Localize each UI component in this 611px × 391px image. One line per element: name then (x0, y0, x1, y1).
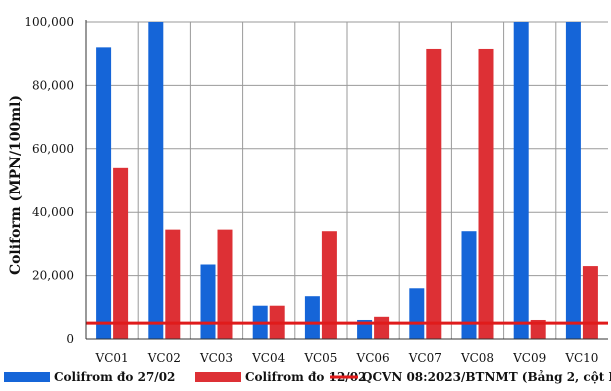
x-tick-label: VC08 (460, 351, 494, 365)
axes (85, 20, 608, 340)
legend-swatch (195, 372, 241, 382)
bar-series-2 (321, 231, 337, 339)
legend-label: Colifrom đo 27/02 (54, 370, 175, 384)
x-tick-label: VC07 (408, 351, 442, 365)
bar-series-2 (374, 316, 390, 339)
bar-series-2 (113, 167, 129, 339)
y-axis-label: Coliform (MPN/100ml) (8, 95, 24, 275)
legend-item-series-2: Colifrom đo 12/02 (195, 370, 366, 384)
legend-label: Colifrom đo 12/02 (245, 370, 366, 384)
x-tick-label: VC10 (564, 351, 598, 365)
x-tick-label: VC02 (147, 351, 181, 365)
bar-series-1 (409, 288, 425, 339)
y-tick-label: 0 (66, 332, 74, 346)
x-tick-label: VC03 (199, 351, 233, 365)
x-tick-label: VC06 (356, 351, 390, 365)
bar-series-2 (217, 229, 233, 339)
bar-series-1 (200, 264, 216, 339)
bar-series-1 (96, 47, 112, 340)
bar-series-1 (565, 22, 581, 339)
gridlines (86, 21, 608, 339)
legend-label: QCVN 08:2023/BTNMT (Bảng 2, cột B) (362, 369, 611, 384)
x-tick-label: VC01 (95, 351, 129, 365)
y-tick-label: 80,000 (32, 78, 74, 92)
y-tick-label: 40,000 (32, 205, 74, 219)
legend-item-reference: QCVN 08:2023/BTNMT (Bảng 2, cột B) (330, 369, 611, 384)
legend-item-series-1: Colifrom đo 27/02 (4, 370, 175, 384)
bar-series-2 (478, 48, 494, 339)
y-tick-label: 100,000 (24, 15, 74, 29)
x-tick-label: VC09 (512, 351, 546, 365)
bar-series-1 (148, 22, 164, 339)
bar-series-2 (530, 319, 546, 339)
y-tick-labels: 0 20,000 40,000 60,000 80,000 100,000 (24, 15, 74, 346)
bar-series-1 (513, 22, 529, 339)
x-tick-label: VC05 (303, 351, 337, 365)
bar-series-1 (304, 296, 320, 339)
y-tick-label: 20,000 (32, 269, 74, 283)
legend-swatch (4, 372, 50, 382)
bar-series-1 (461, 231, 477, 339)
bars (96, 22, 598, 340)
x-tick-label: VC04 (251, 351, 285, 365)
bar-series-2 (165, 229, 181, 339)
bar-series-2 (582, 266, 598, 339)
bar-series-2 (426, 48, 442, 339)
bar-series-1 (357, 319, 373, 339)
y-tick-label: 60,000 (32, 142, 74, 156)
x-tick-labels: VC01 VC02 VC03 VC04 VC05 VC06 VC07 VC08 VC09 VC10 (95, 351, 599, 365)
